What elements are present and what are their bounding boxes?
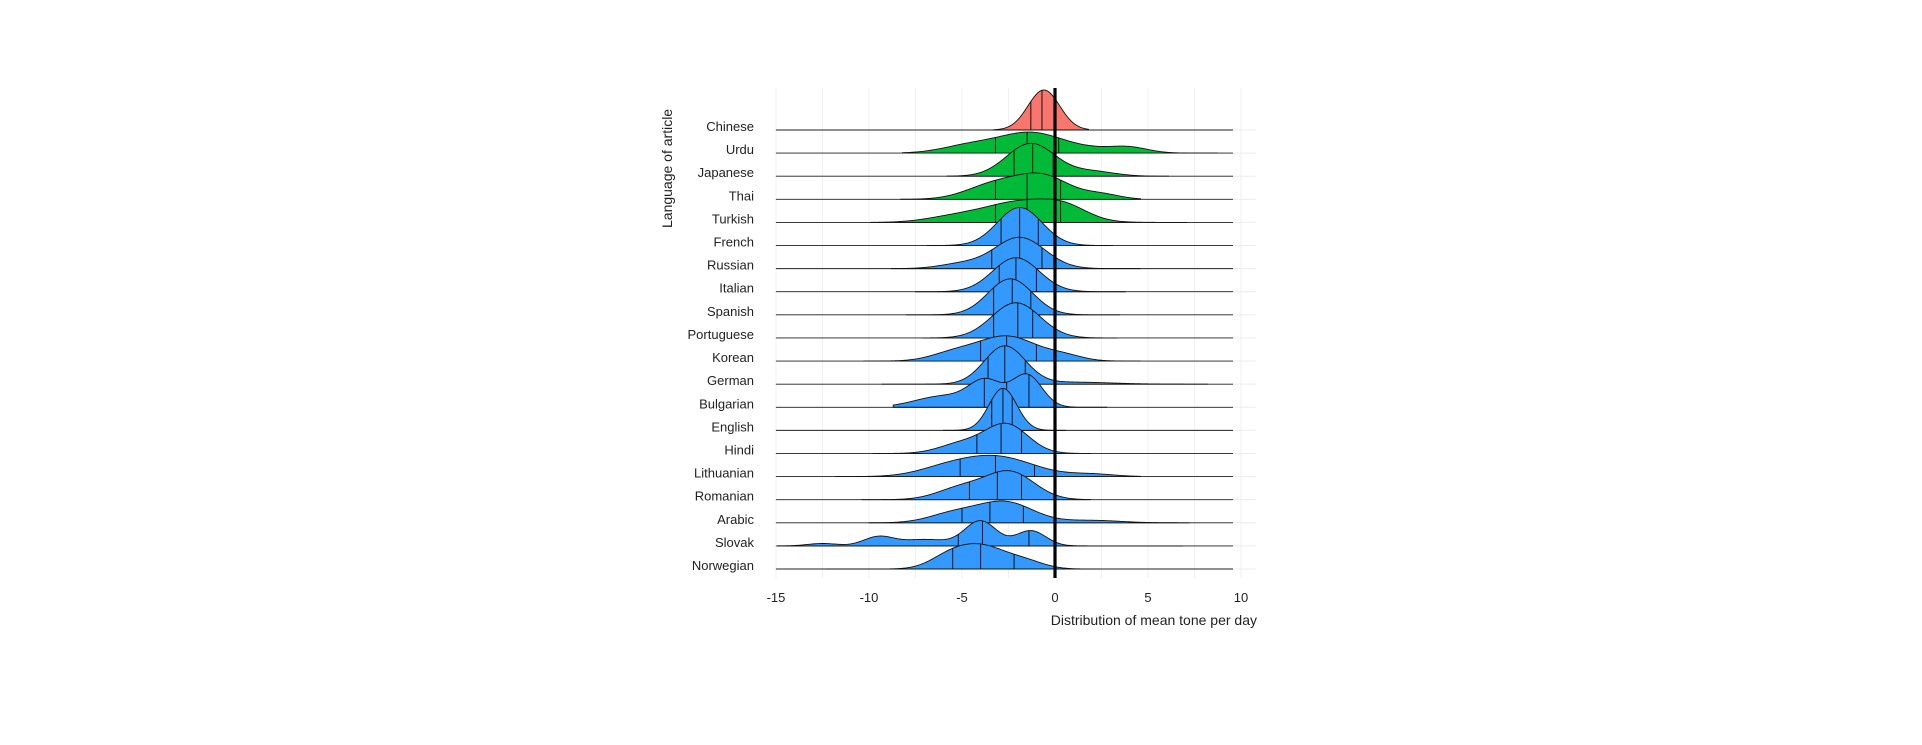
category-label: German [707, 373, 754, 388]
category-label: Russian [707, 258, 754, 273]
category-label: Turkish [712, 211, 754, 226]
ridge-thai [776, 172, 1233, 200]
label-layer: -15 -10 -5 0 5 10 Chinese Urdu Japanese Thai Turki… [688, 119, 1249, 605]
ridge-slovak [776, 520, 1233, 547]
x-tick-label: -10 [860, 590, 879, 605]
category-label: Italian [719, 281, 754, 296]
density-area [902, 131, 1218, 154]
category-label: Portuguese [688, 327, 755, 342]
density-area [890, 236, 1141, 270]
category-label: Hindi [724, 442, 754, 457]
x-axis-title: Distribution of mean tone per day [1051, 612, 1257, 628]
density-area [826, 543, 1100, 570]
ridge-portuguese [776, 302, 1233, 339]
density-area [868, 500, 1190, 524]
category-label: Slovak [715, 535, 755, 550]
ridge-layer [776, 89, 1233, 570]
category-label: Spanish [707, 304, 754, 319]
y-axis-title: Language of article [659, 109, 675, 228]
category-label: Lithuanian [694, 466, 754, 481]
ridge-german [776, 345, 1233, 385]
density-area [900, 172, 1142, 200]
category-label: Arabic [717, 512, 754, 527]
category-label: English [711, 419, 754, 434]
density-area [906, 278, 1121, 316]
category-label: Thai [729, 188, 754, 203]
category-label: Urdu [726, 142, 754, 157]
density-area [915, 257, 1126, 293]
x-tick-label: -5 [956, 590, 968, 605]
ridge-hindi [776, 422, 1233, 454]
density-area [942, 387, 1067, 431]
category-label: Bulgarian [699, 396, 754, 411]
category-label: Chinese [706, 119, 754, 134]
ridge-norwegian [776, 543, 1233, 570]
density-area [882, 345, 1208, 385]
ridge-japanese [776, 142, 1233, 177]
x-tick-label: 10 [1234, 590, 1248, 605]
density-area [993, 89, 1089, 131]
x-tick-label: 0 [1051, 590, 1058, 605]
category-label: Norwegian [692, 558, 754, 573]
ridge-chinese [776, 89, 1233, 131]
density-area [946, 142, 1169, 177]
category-label: Korean [712, 350, 754, 365]
ridge-arabic [776, 500, 1233, 524]
category-label: Romanian [695, 489, 754, 504]
x-tick-label: -15 [767, 590, 786, 605]
density-area [922, 302, 1117, 339]
density-area [777, 520, 1184, 547]
category-label: Japanese [698, 165, 754, 180]
density-area [835, 454, 1142, 478]
x-tick-label: 5 [1144, 590, 1151, 605]
category-label: French [714, 235, 754, 250]
ridge-urdu [776, 131, 1233, 154]
ridge-romanian [776, 470, 1233, 501]
